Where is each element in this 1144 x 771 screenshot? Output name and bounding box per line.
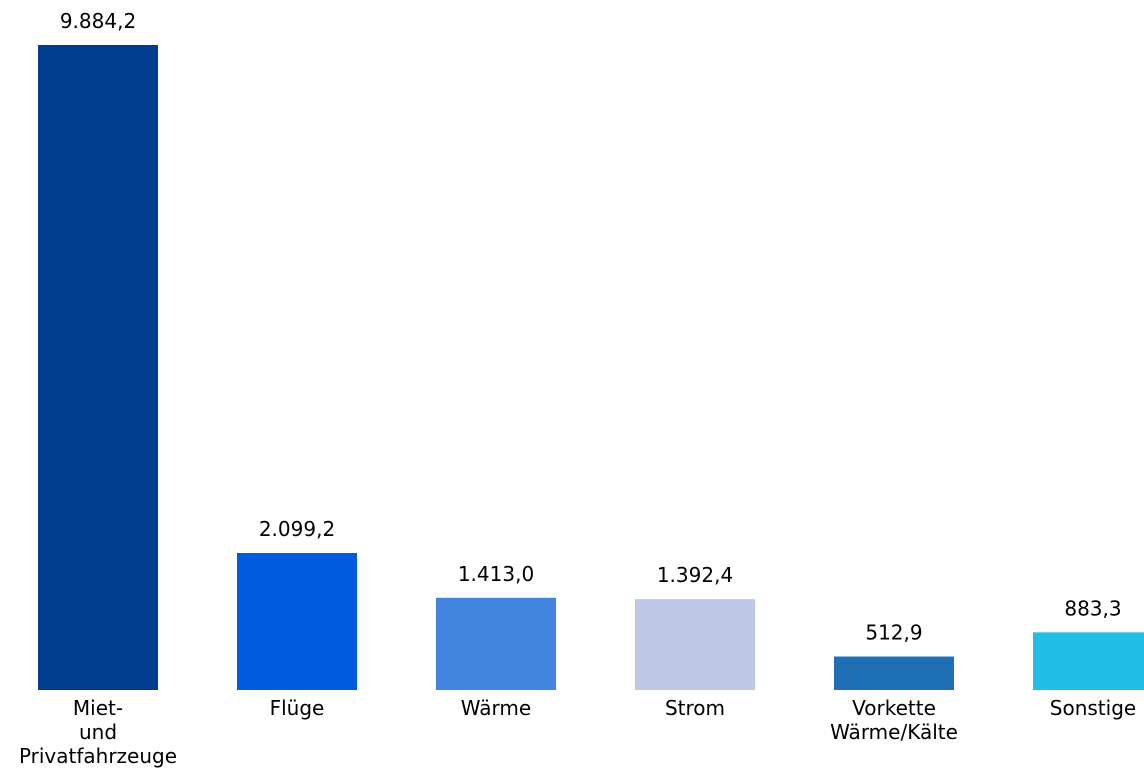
bar-4 xyxy=(834,657,954,690)
value-label-4: 512,9 xyxy=(865,621,922,645)
category-label-1: Flüge xyxy=(270,696,325,720)
bar-2 xyxy=(436,598,556,690)
category-label-1-line-0: Flüge xyxy=(270,696,325,720)
category-label-0-line-2: Privatfahrzeuge xyxy=(19,744,177,768)
value-label-2: 1.413,0 xyxy=(458,562,534,586)
bar-3 xyxy=(635,599,755,690)
category-label-5-line-0: Sonstige xyxy=(1050,696,1136,720)
category-label-3-line-0: Strom xyxy=(665,696,725,720)
value-label-0: 9.884,2 xyxy=(60,9,136,33)
value-labels-group: 9.884,2 2.099,2 1.413,0 1.392,4 512,9 883,3 xyxy=(60,9,1122,645)
category-label-5: Sonstige xyxy=(1050,696,1136,720)
value-label-1: 2.099,2 xyxy=(259,517,335,541)
value-label-3: 1.392,4 xyxy=(657,563,733,587)
category-label-2-line-0: Wärme xyxy=(461,696,531,720)
category-label-2: Wärme xyxy=(461,696,531,720)
bar-5 xyxy=(1033,632,1144,690)
category-label-0-line-1: und xyxy=(79,720,117,744)
bars-group xyxy=(38,45,1144,690)
bar-1 xyxy=(237,553,357,690)
category-labels-group: Miet-und Privatfahrzeuge Flüge Wärme Strom Vo… xyxy=(19,696,1136,768)
value-label-5: 883,3 xyxy=(1064,596,1121,620)
category-label-4: Vorkette Wärme/Kälte xyxy=(830,696,958,744)
category-label-4-line-0: Vorkette xyxy=(852,696,936,720)
category-label-0: Miet-und Privatfahrzeuge xyxy=(19,696,177,768)
bar-0 xyxy=(38,45,158,690)
category-label-3: Strom xyxy=(665,696,725,720)
category-label-0-line-0: Miet- xyxy=(73,696,123,720)
category-label-4-line-1: Wärme/Kälte xyxy=(830,720,958,744)
